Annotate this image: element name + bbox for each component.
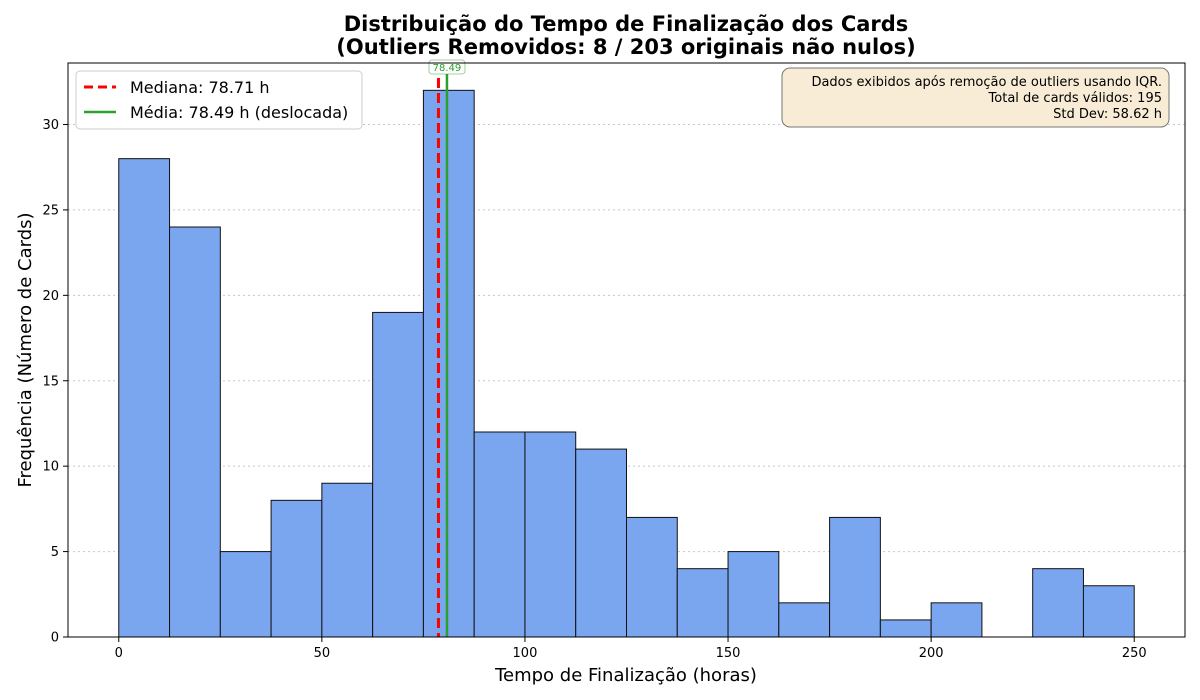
chart-title-line1: Distribuição do Tempo de Finalização dos…: [344, 12, 909, 36]
mean-tag-label: 78.49: [433, 63, 462, 74]
histogram-bars: [118, 89, 1135, 638]
histogram-bar-6: [422, 89, 475, 638]
legend-median-label: Mediana: 78.71 h: [130, 78, 270, 97]
y-tick-label-25: 25: [42, 203, 59, 218]
chart-title-line2: (Outliers Removidos: 8 / 203 originais n…: [336, 35, 915, 59]
legend: Mediana: 78.71 h Média: 78.49 h (desloca…: [75, 70, 363, 130]
histogram-bar-14: [829, 516, 881, 638]
histogram-bar-0: [118, 158, 171, 638]
histogram-bar-19: [1082, 585, 1135, 638]
x-tick-label-50: 50: [314, 646, 331, 661]
histogram-bar-4: [321, 482, 374, 638]
y-tick-label-10: 10: [42, 460, 59, 475]
x-tick-label-0: 0: [115, 646, 123, 661]
info-box-background: [781, 67, 1170, 128]
y-tick-label-20: 20: [42, 289, 59, 304]
histogram-bar-9: [575, 448, 628, 638]
info-line-stddev: Std Dev: 58.62 h: [1053, 107, 1162, 122]
histogram-bar-2: [219, 551, 272, 638]
histogram-bar-16: [930, 602, 983, 638]
histogram-bar-7: [473, 431, 526, 638]
x-tick-label-100: 100: [513, 646, 538, 661]
x-tick-label-250: 250: [1122, 646, 1147, 661]
histogram-bar-13: [778, 602, 831, 638]
info-line-total: Total de cards válidos: 195: [988, 91, 1162, 106]
histogram-bar-10: [626, 516, 678, 638]
x-axis-label: Tempo de Finalização (horas): [494, 665, 757, 686]
y-tick-label-0: 0: [51, 631, 59, 646]
legend-mean-label: Média: 78.49 h (deslocada): [130, 103, 348, 122]
y-tick-label-15: 15: [42, 374, 59, 389]
histogram-bar-5: [372, 311, 424, 638]
histogram-bar-12: [727, 551, 780, 638]
info-line-method: Dados exibidos após remoção de outliers …: [811, 75, 1162, 90]
histogram-bar-3: [270, 499, 323, 638]
y-tick-label-5: 5: [51, 545, 59, 560]
y-axis-ticks: 0 5 10 15 20 25 30: [42, 118, 68, 646]
histogram-bar-1: [169, 226, 221, 638]
histogram-bar-15: [879, 619, 932, 638]
histogram-bar-8: [524, 431, 577, 638]
plot-frame: [67, 62, 1186, 638]
x-tick-label-150: 150: [716, 646, 741, 661]
x-tick-label-200: 200: [919, 646, 944, 661]
histogram-bar-18: [1032, 568, 1084, 638]
y-tick-label-30: 30: [42, 118, 59, 133]
x-axis-ticks: 0 50 100 150 200 250: [115, 637, 1147, 661]
y-axis-label: Frequência (Número de Cards): [15, 212, 36, 487]
legend-box: [75, 70, 363, 130]
histogram-bar-11: [676, 568, 729, 638]
info-box: Dados exibidos após remoção de outliers …: [781, 67, 1170, 128]
